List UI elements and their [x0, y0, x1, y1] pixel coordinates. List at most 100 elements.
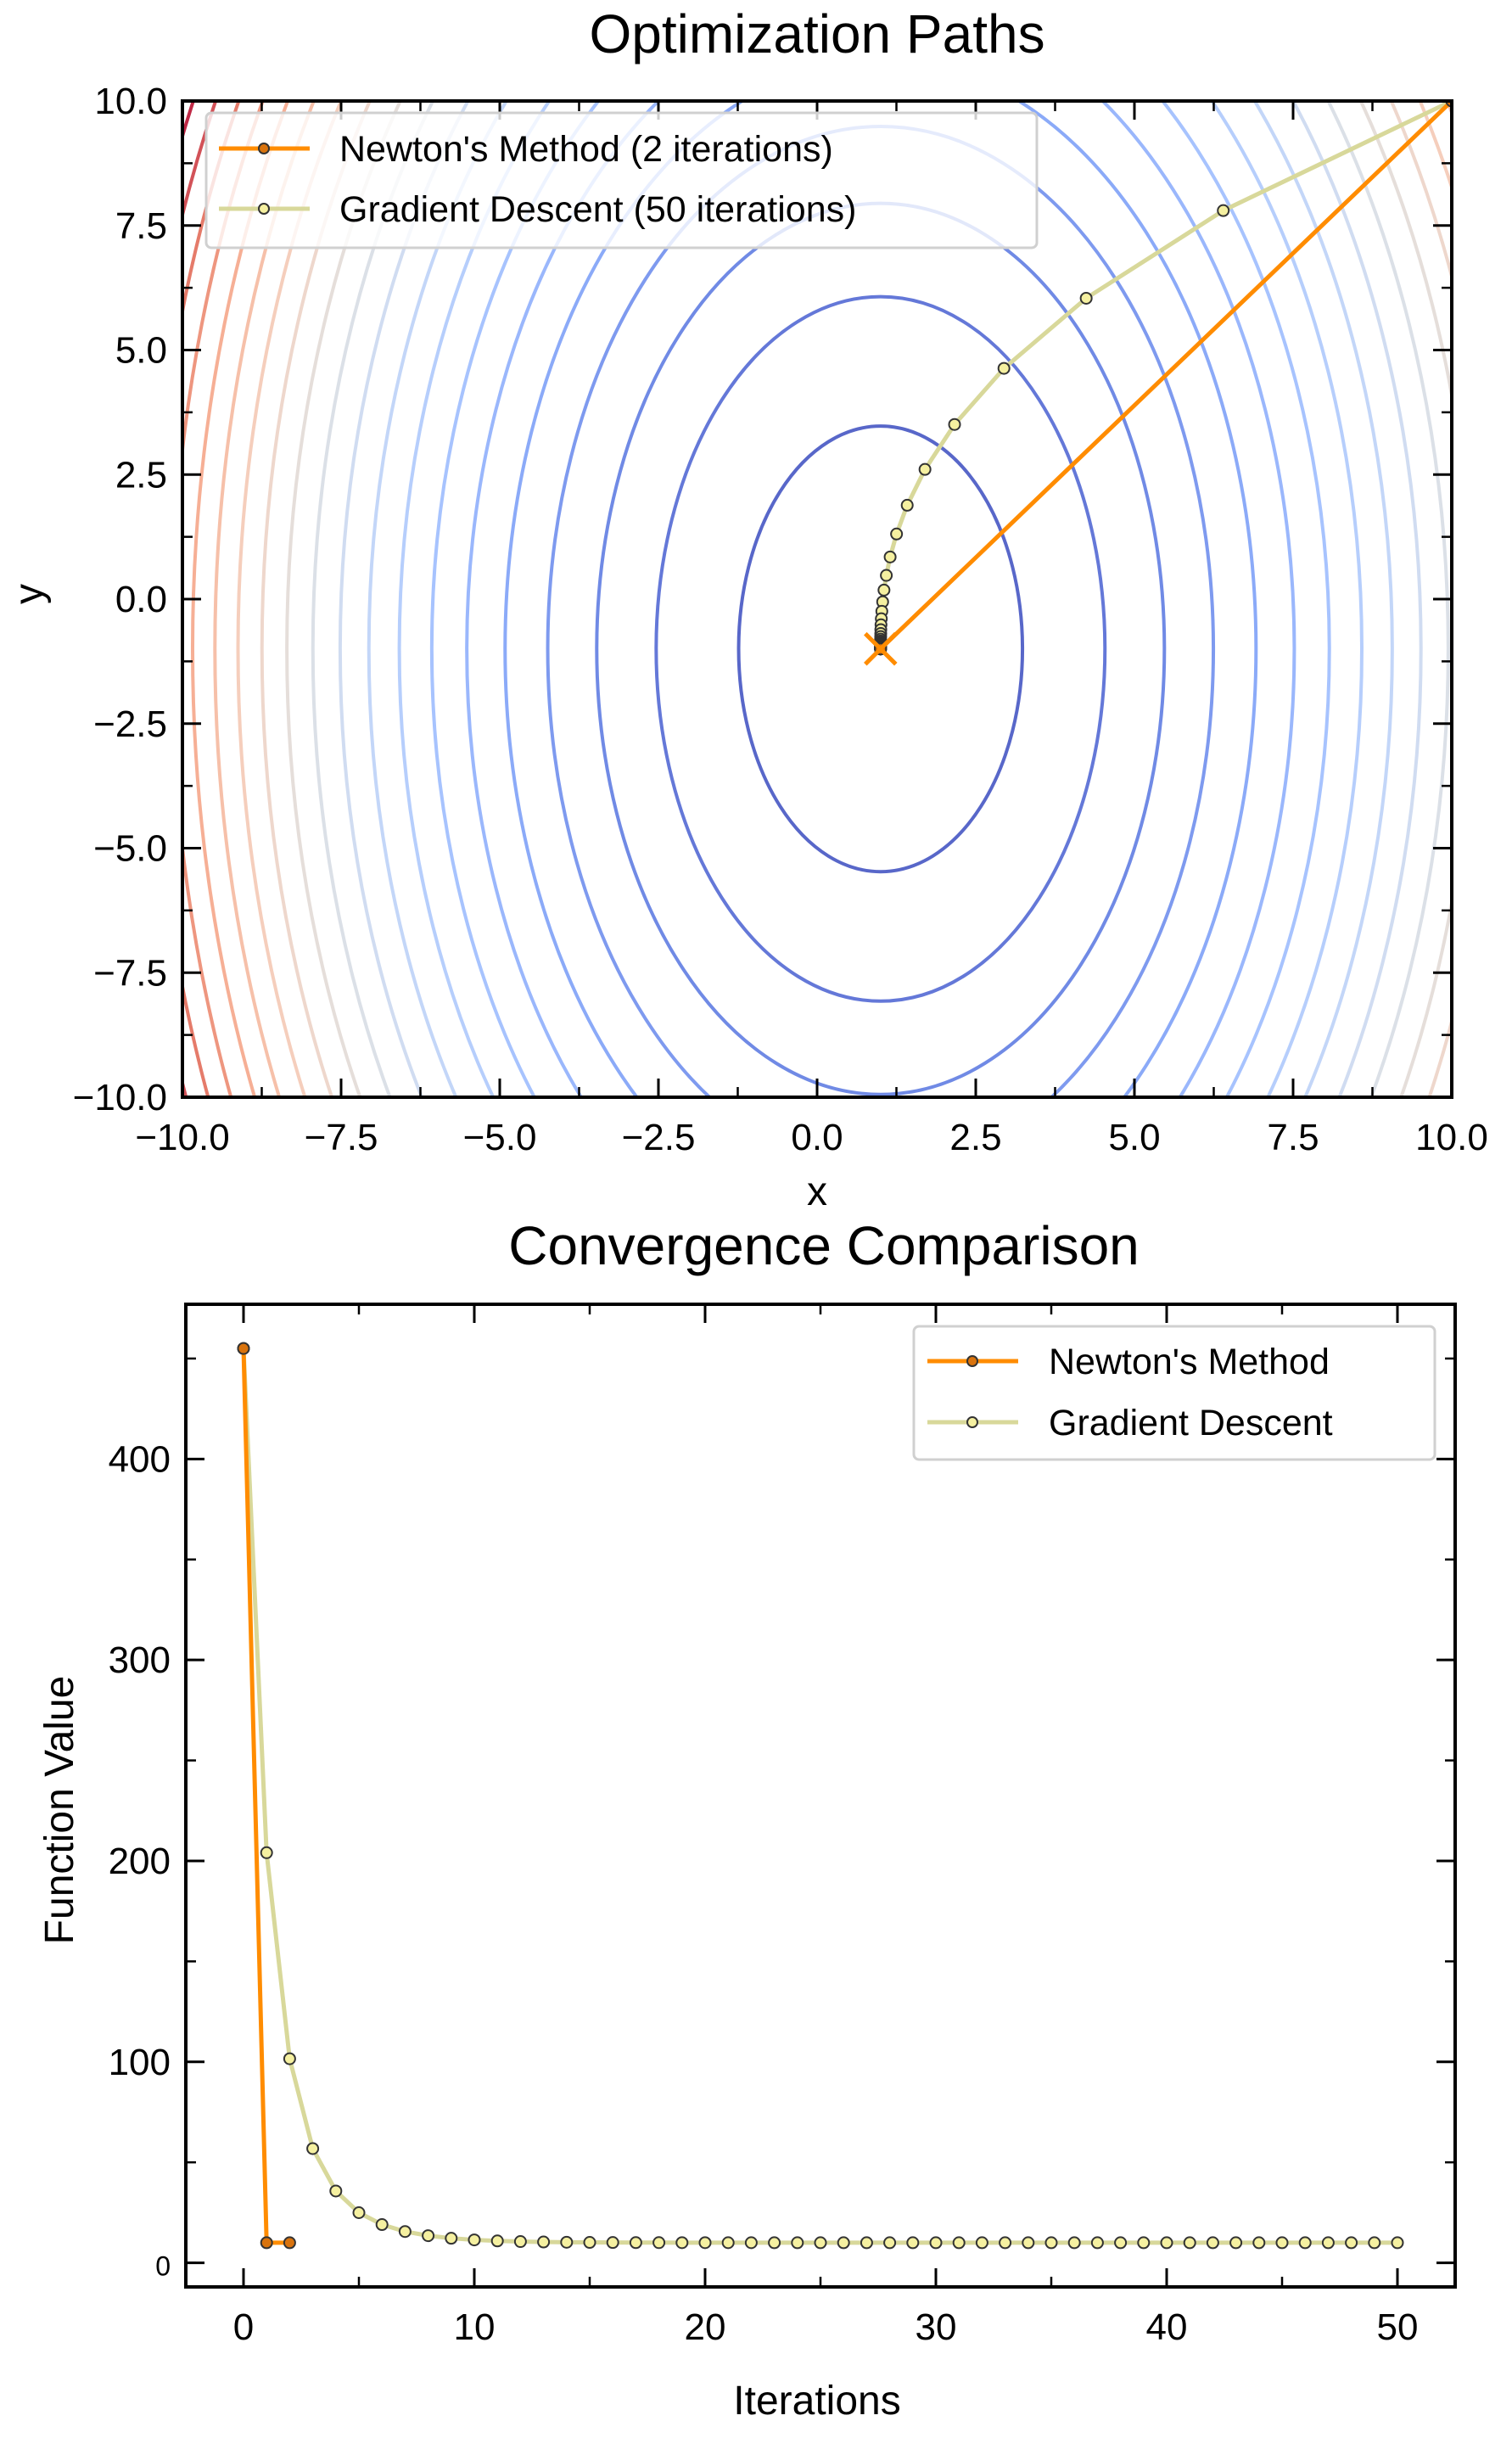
gradient-descent-convergence-point — [929, 2236, 943, 2250]
plot1-ytick-label: 0.0 — [115, 579, 167, 620]
legend-gd-label: Gradient Descent (50 iterations) — [339, 189, 856, 230]
legend-gd-label: Gradient Descent — [1049, 1403, 1333, 1443]
gradient-descent-convergence-point — [490, 2234, 504, 2248]
gradient-descent-convergence-point — [883, 2236, 897, 2250]
gradient-descent-path-point — [877, 583, 891, 597]
contour-level-270 — [367, 101, 1394, 1097]
gradient-descent-convergence-point — [1229, 2236, 1243, 2250]
gradient-descent-convergence-point — [260, 1846, 273, 1859]
gradient-descent-convergence-point — [1137, 2236, 1151, 2250]
gradient-descent-convergence-point — [583, 2236, 596, 2250]
gradient-descent-convergence-point — [768, 2236, 781, 2250]
plot2-ytick-label: 400 — [109, 1438, 171, 1480]
gradient-descent-convergence-point — [652, 2236, 666, 2250]
gradient-descent-convergence-point — [1044, 2236, 1058, 2250]
gradient-descent-convergence-point — [1345, 2236, 1358, 2250]
plot1-xtick-label: 10.0 — [1415, 1117, 1488, 1158]
gradient-descent-convergence-point — [629, 2236, 642, 2250]
contour-level-240 — [397, 101, 1364, 1097]
plot1-xlabel: x — [807, 1169, 827, 1214]
plot2-xtick-label: 30 — [916, 2306, 957, 2348]
plot1-xtick-label: −5.0 — [463, 1117, 537, 1158]
contour-level-180 — [465, 101, 1296, 1097]
gradient-descent-path-point — [1217, 204, 1230, 217]
plot1-ytick-label: −7.5 — [93, 952, 167, 994]
plot2-ylabel: Function Value — [37, 1676, 82, 1945]
contour-level-480 — [191, 101, 290, 1097]
plot2-ytick-label: 300 — [109, 1639, 171, 1681]
plot1-xtick-label: −7.5 — [305, 1117, 378, 1158]
gradient-descent-path-point — [900, 498, 914, 512]
gradient-descent-convergence-point — [398, 2225, 412, 2239]
gradient-descent-convergence-line — [241, 1348, 1397, 2245]
contour-lines — [182, 101, 1452, 1097]
contour-level-150 — [503, 101, 1258, 1097]
gradient-descent-convergence-point — [698, 2236, 712, 2250]
gradient-descent-convergence-point — [1183, 2236, 1196, 2250]
gradient-descent-convergence-point — [606, 2236, 619, 2250]
plot2-title: Convergence Comparison — [508, 1215, 1140, 1276]
plot2-xtick-label: 50 — [1377, 2306, 1419, 2348]
contour-level-210 — [430, 101, 1331, 1097]
plot1-xtick-label: 0.0 — [791, 1117, 843, 1158]
plot1-title: Optimization Paths — [589, 3, 1044, 64]
plot1-xtick-label: 5.0 — [1108, 1117, 1160, 1158]
gradient-descent-convergence-point — [1090, 2236, 1104, 2250]
plot1-ylabel: y — [7, 584, 52, 604]
gradient-descent-convergence-point — [1321, 2236, 1335, 2250]
gradient-descent-convergence-point — [468, 2233, 481, 2247]
gradient-descent-convergence-point — [283, 2052, 296, 2065]
gradient-descent-path-point — [918, 462, 932, 476]
gradient-descent-path-point — [997, 361, 1011, 375]
gradient-descent-convergence-point — [375, 2218, 389, 2232]
legend-newton-marker — [258, 143, 270, 154]
contour-level-330 — [311, 101, 1450, 1097]
gradient-descent-convergence-point — [1206, 2236, 1219, 2250]
legend-newton-label: Newton's Method — [1049, 1342, 1330, 1382]
plot2-xtick-label: 10 — [454, 2306, 496, 2348]
gradient-descent-convergence-point — [1067, 2236, 1081, 2250]
plot1-ytick-label: 10.0 — [94, 81, 167, 122]
gradient-descent-convergence-point — [352, 2205, 366, 2219]
gradient-descent-path-point — [890, 527, 904, 541]
legend-box — [204, 111, 1039, 249]
gradient-descent-convergence-point — [1114, 2236, 1128, 2250]
gradient-descent-path-point — [1079, 291, 1093, 305]
gradient-descent-convergence-point — [952, 2236, 966, 2250]
newton-path-line — [879, 101, 1452, 651]
newton-convergence-point — [260, 2236, 273, 2250]
contour-level-540 — [182, 101, 241, 1097]
convergence-plot: Convergence Comparison 0 10 20 30 40 50 0 100 20… — [37, 1215, 1457, 2424]
plot1-xtick-label: 7.5 — [1267, 1117, 1319, 1158]
gradient-descent-convergence-point — [721, 2236, 735, 2250]
newton-convergence-point — [283, 2236, 296, 2250]
gradient-descent-convergence-point — [1275, 2236, 1289, 2250]
gradient-descent-convergence-point — [445, 2232, 458, 2245]
gradient-descent-convergence-point — [1252, 2236, 1266, 2250]
legend-newton-marker — [966, 1355, 978, 1367]
plot2-ytick-label: 200 — [109, 1841, 171, 1882]
path-series — [864, 101, 1452, 666]
gradient-descent-convergence-point — [975, 2236, 988, 2250]
optimization-paths-plot: Optimization Paths −10.0 −7.5 −5.0 −2.5 0.0 2… — [7, 3, 1488, 1214]
minimum-marker-x — [864, 631, 898, 666]
contour-level-300 — [339, 101, 1423, 1097]
gradient-descent-convergence-point — [1391, 2236, 1404, 2250]
plot2-xlabel: Iterations — [733, 2379, 900, 2424]
gradient-descent-convergence-point — [513, 2235, 527, 2249]
plot2-legend: Newton's Method Gradient Descent — [912, 1325, 1436, 1461]
plot1-ytick-label: 2.5 — [115, 454, 167, 496]
gradient-descent-convergence-point — [422, 2229, 435, 2243]
plot2-xtick-label: 0 — [233, 2306, 254, 2348]
gradient-descent-convergence-point — [675, 2236, 689, 2250]
newton-convergence-point — [237, 1342, 250, 1355]
gradient-descent-convergence-point — [560, 2235, 574, 2249]
plot2-xtick-label: 20 — [685, 2306, 726, 2348]
plot1-ytick-label: 7.5 — [115, 205, 167, 247]
gradient-descent-convergence-point — [906, 2236, 920, 2250]
plot1-axes-frame — [181, 99, 1453, 1099]
gradient-descent-convergence-point — [306, 2142, 320, 2155]
gradient-descent-convergence-point — [1022, 2236, 1035, 2250]
gradient-descent-convergence-point — [329, 2184, 343, 2198]
